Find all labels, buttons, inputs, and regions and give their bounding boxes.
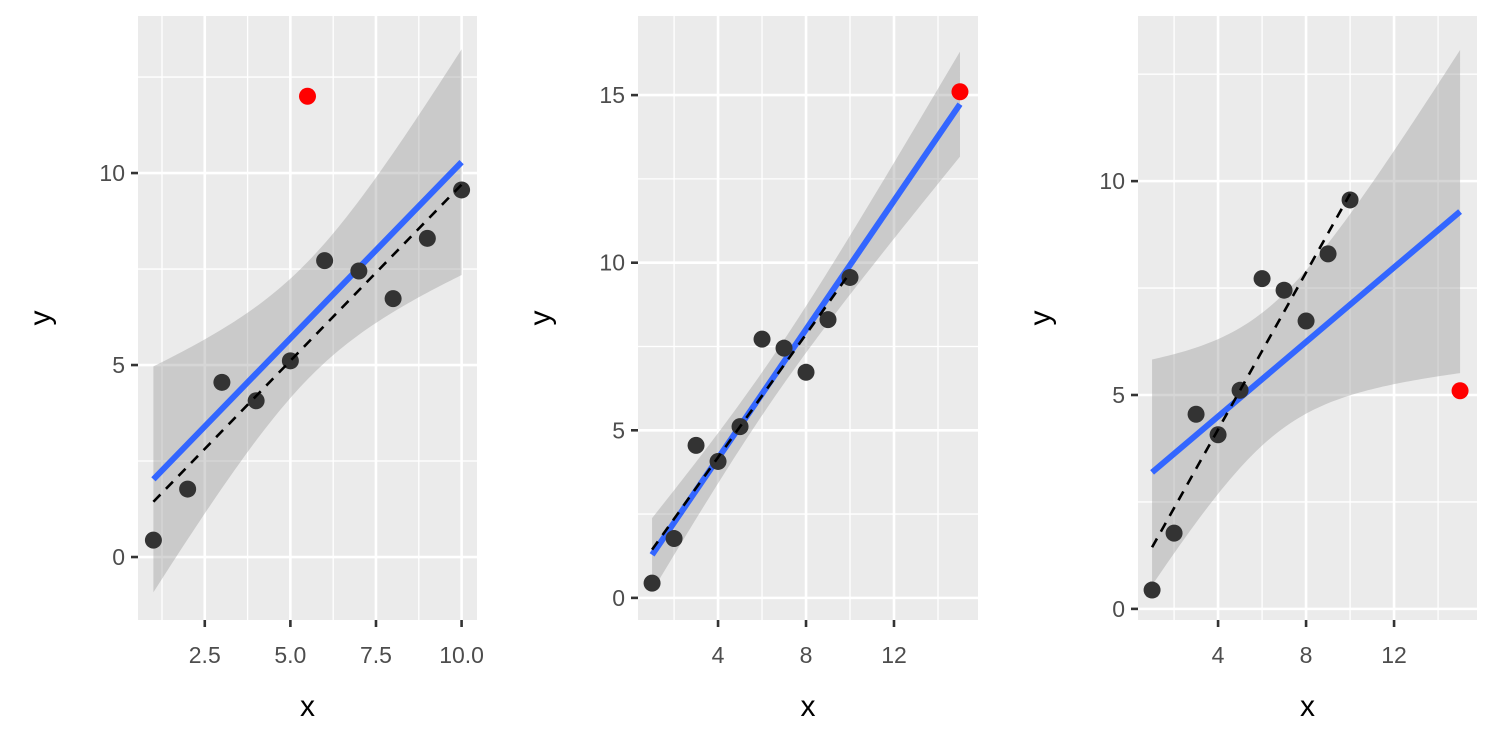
y-axis-title: y	[524, 311, 557, 326]
y-tick-label: 0	[612, 585, 625, 611]
x-axis-title: x	[1300, 690, 1315, 723]
regression-line-all	[649, 102, 963, 557]
data-point	[1143, 581, 1161, 599]
y-tick-label: 0	[112, 544, 125, 570]
x-tick-label: 12	[881, 642, 907, 668]
data-point	[753, 330, 771, 348]
data-point	[1341, 191, 1359, 209]
panel-2: 4 8 12 0 5 10 15 x y	[524, 16, 978, 723]
data-point	[453, 181, 471, 199]
data-point	[418, 229, 436, 247]
y-tick-label: 5	[1112, 382, 1125, 408]
data-point	[1231, 381, 1249, 399]
x-tick-label: 5.0	[274, 642, 306, 668]
regression-line-without-outlier	[651, 271, 852, 551]
highlight-point	[1451, 382, 1469, 400]
y-tick-label: 10	[599, 250, 625, 276]
x-tick-label: 8	[1300, 642, 1313, 668]
data-point	[1297, 312, 1315, 330]
data-point	[643, 574, 661, 592]
data-point	[316, 252, 334, 270]
x-axis-title: x	[801, 690, 816, 723]
data-point	[144, 531, 162, 549]
highlight-point	[299, 87, 316, 105]
data-point	[1319, 245, 1337, 263]
confidence-band	[652, 51, 960, 592]
data-point	[709, 452, 727, 470]
regression-line-all	[1150, 209, 1462, 475]
data-point	[819, 311, 837, 329]
y-axis-title: y	[24, 311, 57, 326]
data-point	[350, 262, 368, 280]
panel-background	[638, 16, 978, 620]
y-tick-label: 0	[1112, 596, 1125, 622]
y-tick-label: 5	[112, 352, 125, 378]
data-point	[1209, 426, 1227, 444]
y-tick-label: 15	[599, 82, 625, 108]
regression-line-without-outlier	[152, 183, 463, 503]
regression-line-all	[151, 160, 464, 482]
y-axis-title: y	[1024, 311, 1057, 326]
panel-1: 2.5 5.0 7.5 10.0 0 5 10 x y	[24, 16, 484, 723]
x-axis-title: x	[300, 690, 315, 723]
x-tick-label: 4	[712, 642, 725, 668]
data-point	[797, 363, 815, 381]
data-point	[687, 436, 705, 454]
data-point	[247, 392, 265, 410]
x-tick-label: 7.5	[360, 642, 392, 668]
data-point	[1253, 270, 1271, 288]
data-point	[384, 290, 402, 308]
regression-line-without-outlier	[1150, 193, 1352, 548]
data-point	[1165, 524, 1183, 542]
panel-3: 4 8 12 0 5 10 x y	[1024, 16, 1477, 723]
y-tick-label: 5	[612, 417, 625, 443]
y-tick-label: 10	[99, 160, 125, 186]
data-point	[1187, 405, 1205, 423]
data-point	[665, 530, 683, 548]
data-point	[1275, 281, 1293, 299]
x-tick-label: 12	[1381, 642, 1407, 668]
x-tick-label: 4	[1212, 642, 1225, 668]
data-point	[213, 373, 231, 391]
highlight-point	[951, 83, 969, 101]
data-point	[775, 339, 793, 357]
data-point	[841, 268, 859, 286]
data-point	[179, 480, 197, 498]
y-tick-label: 10	[1099, 168, 1125, 194]
x-tick-label: 10.0	[439, 642, 484, 668]
x-tick-label: 8	[800, 642, 813, 668]
x-tick-label: 2.5	[189, 642, 221, 668]
